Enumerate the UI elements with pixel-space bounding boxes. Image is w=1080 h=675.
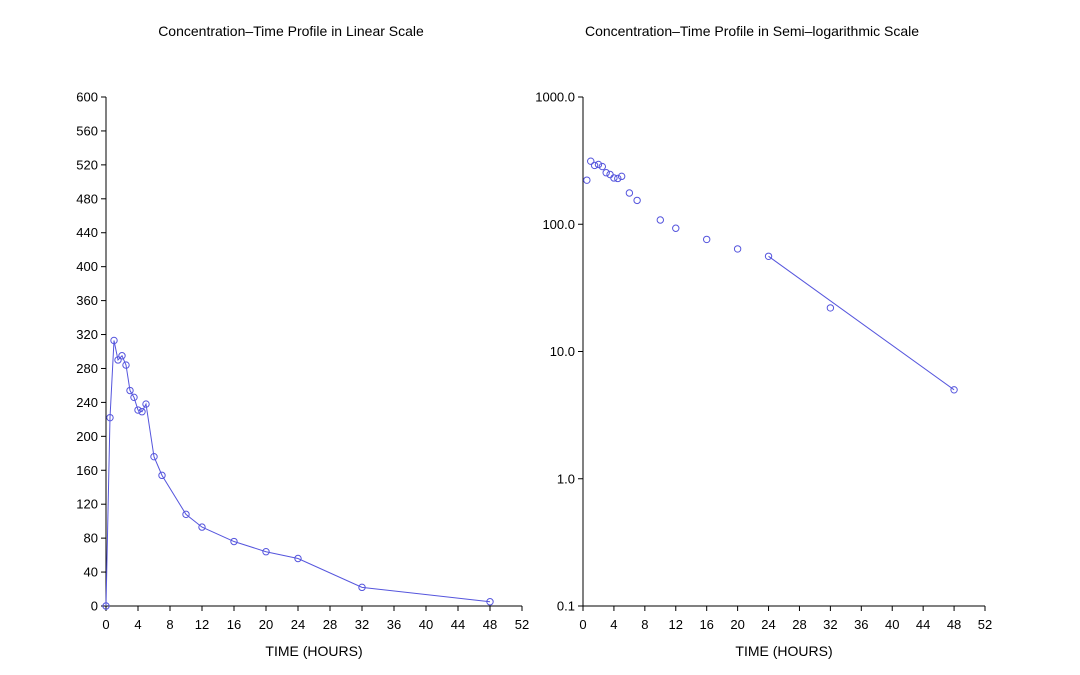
- data-point: [598, 162, 607, 171]
- x-tick-label: 16: [227, 617, 241, 632]
- data-point: [122, 361, 130, 369]
- x-tick-label: 24: [761, 617, 775, 632]
- terminal-fit-line: [768, 255, 955, 391]
- data-point: [110, 336, 118, 345]
- data-point: [625, 189, 634, 197]
- data-point: [230, 537, 238, 546]
- data-point: [610, 174, 618, 182]
- data-point: [150, 452, 158, 461]
- data-point: [198, 523, 206, 531]
- data-point: [764, 252, 773, 260]
- data-point: [606, 170, 614, 179]
- x-tick-label: 0: [579, 617, 586, 632]
- x-tick-label: 12: [669, 617, 683, 632]
- y-tick-label: 200: [76, 429, 98, 444]
- data-point: [126, 386, 134, 395]
- data-point: [587, 157, 595, 165]
- y-tick-label: 480: [76, 191, 98, 206]
- data-point: [138, 408, 146, 416]
- x-tick-label: 28: [792, 617, 806, 632]
- x-tick-label: 40: [885, 617, 899, 632]
- data-point: [262, 548, 270, 556]
- x-tick-label: 48: [947, 617, 961, 632]
- x-tick-label: 24: [291, 617, 305, 632]
- x-tick-label: 20: [259, 617, 273, 632]
- data-point: [826, 304, 835, 312]
- data-point: [358, 583, 366, 592]
- data-point: [594, 160, 603, 169]
- x-tick-label: 36: [387, 617, 401, 632]
- data-point: [583, 176, 591, 184]
- linear-chart-panel: Concentration–Time Profile in Linear Sca…: [76, 23, 529, 659]
- data-point: [702, 235, 711, 244]
- x-tick-label: 32: [823, 617, 837, 632]
- y-tick-label: 280: [76, 361, 98, 376]
- data-point: [633, 196, 641, 205]
- y-tick-label: 0: [91, 599, 98, 614]
- y-tick-label: 520: [76, 157, 98, 172]
- data-point: [672, 224, 680, 232]
- y-tick-label: 400: [76, 259, 98, 274]
- x-tick-label: 4: [134, 617, 141, 632]
- y-tick-label: 40: [84, 565, 98, 580]
- y-tick-label: 1000.0: [535, 90, 575, 105]
- y-tick-label: 120: [76, 497, 98, 512]
- chart-title: Concentration–Time Profile in Linear Sca…: [158, 23, 424, 39]
- data-point: [158, 471, 166, 480]
- data-point: [114, 356, 122, 364]
- data-point: [590, 161, 599, 170]
- data-point: [656, 216, 665, 224]
- x-tick-label: 20: [730, 617, 744, 632]
- x-tick-label: 8: [641, 617, 648, 632]
- x-axis-label: TIME (HOURS): [735, 643, 832, 659]
- x-tick-label: 16: [699, 617, 713, 632]
- data-point: [486, 598, 494, 606]
- data-point: [130, 393, 138, 402]
- x-axis-label: TIME (HOURS): [265, 643, 362, 659]
- y-tick-label: 1.0: [557, 471, 575, 486]
- data-point: [733, 245, 742, 253]
- x-tick-label: 48: [483, 617, 497, 632]
- data-point: [134, 406, 142, 414]
- y-tick-label: 100.0: [542, 217, 575, 232]
- x-tick-label: 36: [854, 617, 868, 632]
- data-point: [294, 554, 302, 563]
- x-tick-label: 52: [978, 617, 992, 632]
- x-tick-label: 4: [610, 617, 617, 632]
- y-tick-label: 600: [76, 90, 98, 105]
- y-tick-label: 80: [84, 531, 98, 546]
- x-tick-label: 40: [419, 617, 433, 632]
- x-tick-label: 8: [166, 617, 173, 632]
- data-point: [102, 602, 110, 610]
- chart-title: Concentration–Time Profile in Semi–logar…: [585, 23, 919, 39]
- y-tick-label: 160: [76, 463, 98, 478]
- data-point: [142, 400, 150, 408]
- data-point: [950, 386, 958, 394]
- x-tick-label: 52: [515, 617, 529, 632]
- y-tick-label: 320: [76, 327, 98, 342]
- y-tick-label: 10.0: [550, 344, 575, 359]
- y-tick-label: 0.1: [557, 599, 575, 614]
- x-tick-label: 12: [195, 617, 209, 632]
- x-tick-label: 28: [323, 617, 337, 632]
- series-line: [105, 340, 491, 607]
- x-tick-label: 32: [355, 617, 369, 632]
- data-point: [614, 174, 622, 183]
- y-tick-label: 240: [76, 395, 98, 410]
- x-tick-label: 44: [916, 617, 930, 632]
- data-point: [602, 169, 610, 177]
- x-tick-label: 0: [102, 617, 109, 632]
- data-point: [182, 510, 190, 519]
- data-point: [118, 352, 126, 360]
- semilog-chart-panel: Concentration–Time Profile in Semi–logar…: [535, 23, 992, 659]
- y-tick-label: 440: [76, 225, 98, 240]
- data-point: [617, 172, 626, 181]
- y-tick-label: 560: [76, 123, 98, 138]
- y-tick-label: 360: [76, 293, 98, 308]
- data-point: [106, 413, 114, 422]
- x-tick-label: 44: [451, 617, 465, 632]
